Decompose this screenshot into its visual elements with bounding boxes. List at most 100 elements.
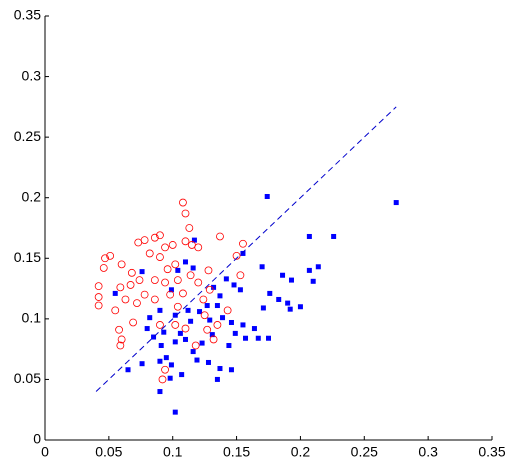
point xyxy=(139,361,145,367)
point xyxy=(173,276,182,284)
point xyxy=(209,332,215,338)
point xyxy=(125,367,131,373)
point xyxy=(158,343,164,349)
point xyxy=(156,253,164,261)
point xyxy=(171,260,180,269)
point xyxy=(116,341,125,350)
point xyxy=(150,276,159,284)
point xyxy=(231,282,237,288)
point xyxy=(161,278,169,287)
point xyxy=(181,237,190,246)
point xyxy=(255,335,261,341)
point xyxy=(99,264,108,272)
point xyxy=(112,290,118,296)
y-tick-label: 0.25 xyxy=(14,128,41,144)
point xyxy=(237,287,243,293)
point xyxy=(134,238,143,247)
point xyxy=(199,340,205,346)
point xyxy=(287,306,293,312)
point xyxy=(172,409,178,415)
point xyxy=(156,231,164,240)
point xyxy=(260,305,266,311)
point xyxy=(168,362,174,368)
point xyxy=(185,224,194,232)
point xyxy=(168,241,177,249)
point xyxy=(181,209,190,218)
x-tick-label: 0.1 xyxy=(163,444,183,460)
point xyxy=(185,307,191,313)
y-tick-label: 0 xyxy=(33,431,41,447)
point xyxy=(280,272,286,278)
point xyxy=(190,265,196,271)
point xyxy=(226,343,232,349)
point xyxy=(240,322,246,328)
point xyxy=(161,365,169,374)
point xyxy=(181,324,190,333)
point xyxy=(266,335,271,341)
point xyxy=(228,367,234,373)
point xyxy=(211,284,217,290)
x-tick-label: 0.35 xyxy=(478,444,505,460)
point xyxy=(203,325,212,334)
point xyxy=(127,268,136,277)
point xyxy=(133,299,141,308)
point xyxy=(285,300,291,306)
point xyxy=(172,312,178,318)
point xyxy=(194,357,200,363)
x-tick-label: 0.15 xyxy=(223,444,250,460)
point xyxy=(276,296,282,302)
point xyxy=(157,358,163,364)
point xyxy=(223,276,229,282)
point xyxy=(101,254,109,263)
point xyxy=(139,269,145,275)
point xyxy=(200,311,209,320)
point xyxy=(182,336,188,342)
point xyxy=(140,290,149,299)
point xyxy=(172,339,178,345)
point xyxy=(199,295,208,304)
point xyxy=(223,306,232,315)
point xyxy=(194,243,203,252)
point xyxy=(175,267,181,273)
point xyxy=(217,366,223,372)
point xyxy=(179,372,185,378)
point xyxy=(182,259,188,265)
point xyxy=(106,251,115,260)
y-tick-label: 0.3 xyxy=(22,67,42,83)
point xyxy=(267,290,273,296)
point xyxy=(177,330,183,336)
point xyxy=(232,330,238,336)
point xyxy=(116,283,125,292)
point xyxy=(306,233,312,239)
point xyxy=(239,239,247,248)
point xyxy=(310,278,316,284)
point xyxy=(167,375,173,381)
point xyxy=(157,389,163,395)
point xyxy=(150,233,159,242)
point xyxy=(115,325,123,334)
point xyxy=(168,287,174,293)
point xyxy=(129,318,138,327)
y-tick-label: 0.15 xyxy=(14,249,41,265)
x-tick-label: 0.25 xyxy=(351,444,378,460)
point xyxy=(94,293,103,301)
point xyxy=(191,341,200,350)
point xyxy=(331,233,337,239)
reference-line xyxy=(95,106,397,392)
point xyxy=(158,375,167,384)
point xyxy=(220,315,226,321)
point xyxy=(190,349,196,355)
point xyxy=(236,271,245,280)
point xyxy=(163,265,172,274)
point xyxy=(111,306,120,315)
point xyxy=(150,295,159,304)
point xyxy=(240,250,246,256)
point xyxy=(151,334,157,340)
point xyxy=(94,301,103,310)
point xyxy=(204,303,210,309)
point xyxy=(188,318,194,324)
point xyxy=(228,319,234,325)
point xyxy=(140,236,149,245)
point xyxy=(186,271,195,280)
